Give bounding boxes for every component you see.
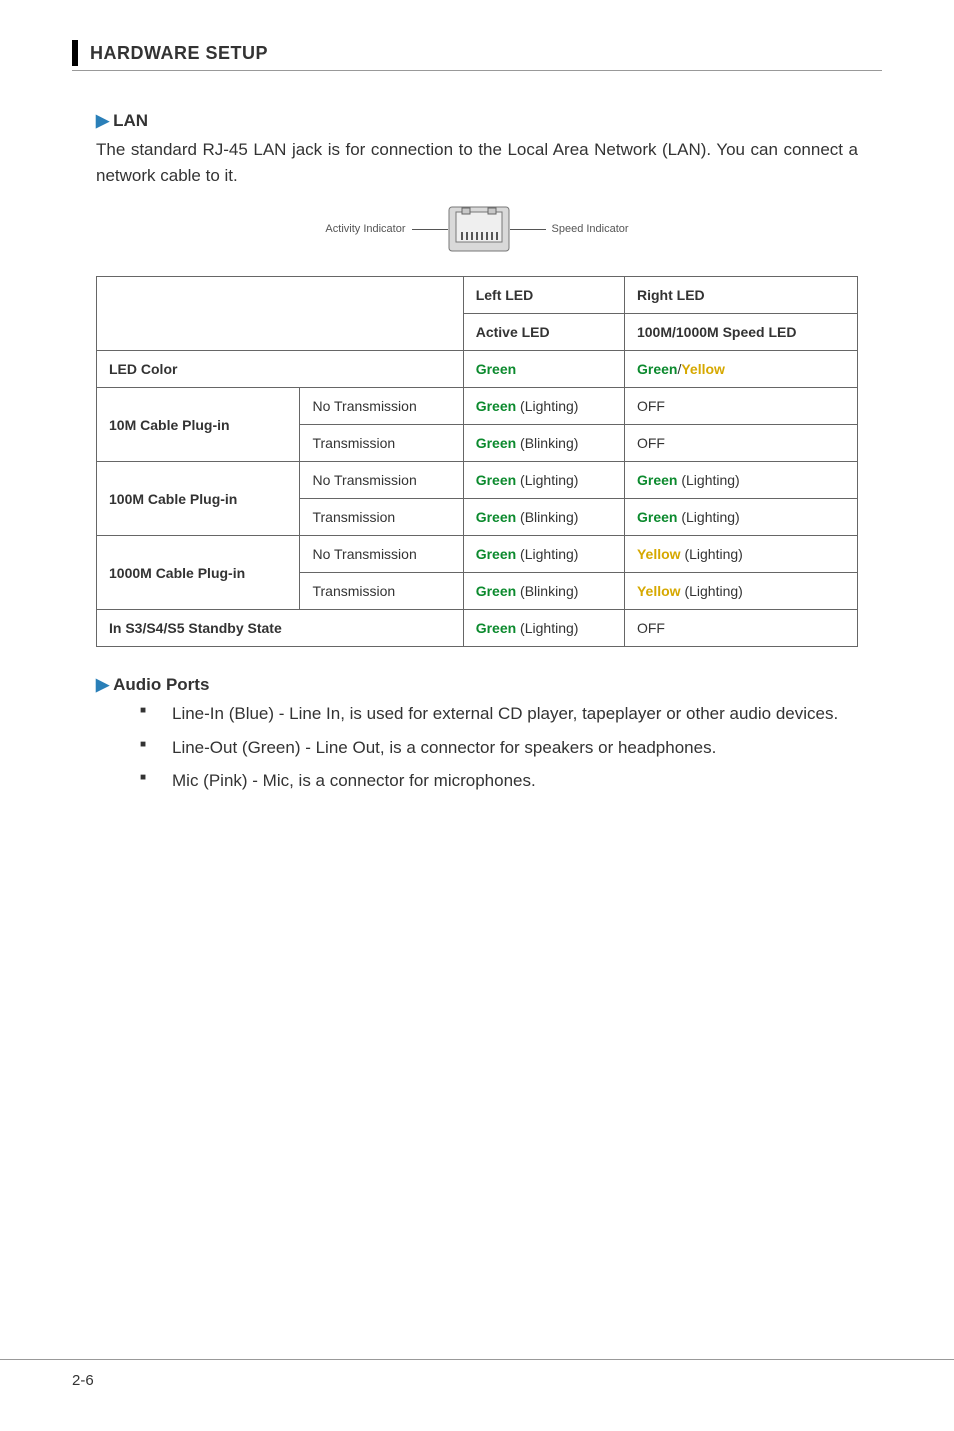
cell-right: Yellow (Lighting) [624, 536, 857, 573]
cell-state: Transmission [300, 499, 463, 536]
rj45-jack-icon [448, 206, 510, 252]
leader-line-right [510, 229, 546, 230]
row-group-1000m: 1000M Cable Plug-in [97, 536, 300, 610]
lan-heading: ▶LAN [96, 111, 858, 131]
cell-led-color-left: Green [463, 351, 624, 388]
cell-state: No Transmission [300, 536, 463, 573]
list-item: Line-Out (Green) - Line Out, is a connec… [140, 735, 858, 761]
audio-heading-text: Audio Ports [113, 675, 209, 694]
th-speed-led: 100M/1000M Speed LED [624, 314, 857, 351]
cell-state: No Transmission [300, 388, 463, 425]
rj45-diagram: Activity Indicator Speed [96, 206, 858, 252]
th-right-led: Right LED [624, 277, 857, 314]
header-bar: HARDWARE SETUP [72, 40, 882, 71]
page-title: HARDWARE SETUP [90, 43, 268, 64]
th-led-color: LED Color [97, 351, 464, 388]
speed-indicator-label: Speed Indicator [552, 223, 629, 235]
page-number: 2-6 [72, 1372, 94, 1389]
cell-state: Transmission [300, 573, 463, 610]
activity-indicator-label: Activity Indicator [325, 223, 405, 235]
cell-right: OFF [624, 388, 857, 425]
cell-right: Green (Lighting) [624, 462, 857, 499]
list-item: Line-In (Blue) - Line In, is used for ex… [140, 701, 858, 727]
cell-left: Green (Blinking) [463, 499, 624, 536]
row-group-10m: 10M Cable Plug-in [97, 388, 300, 462]
leader-line-left [412, 229, 448, 230]
cell-led-color-right: Green/Yellow [624, 351, 857, 388]
cell-right: OFF [624, 425, 857, 462]
triangle-icon: ▶ [96, 675, 109, 694]
triangle-icon: ▶ [96, 111, 109, 130]
row-standby: In S3/S4/S5 Standby State [97, 610, 464, 647]
led-table: Left LED Right LED Active LED 100M/1000M… [96, 276, 858, 647]
cell-left: Green (Blinking) [463, 425, 624, 462]
th-left-led: Left LED [463, 277, 624, 314]
audio-heading: ▶Audio Ports [96, 675, 858, 695]
cell-right: Yellow (Lighting) [624, 573, 857, 610]
cell-left: Green (Lighting) [463, 388, 624, 425]
lan-heading-text: LAN [113, 111, 148, 130]
header-accent [72, 40, 78, 66]
cell-left: Green (Lighting) [463, 536, 624, 573]
cell-left: Green (Blinking) [463, 573, 624, 610]
audio-list: Line-In (Blue) - Line In, is used for ex… [96, 701, 858, 794]
cell-right: Green (Lighting) [624, 499, 857, 536]
list-item: Mic (Pink) - Mic, is a connector for mic… [140, 768, 858, 794]
row-group-100m: 100M Cable Plug-in [97, 462, 300, 536]
cell-left: Green (Lighting) [463, 462, 624, 499]
th-active-led: Active LED [463, 314, 624, 351]
cell-state: Transmission [300, 425, 463, 462]
cell-state: No Transmission [300, 462, 463, 499]
footer: 2-6 [0, 1359, 954, 1389]
lan-description: The standard RJ-45 LAN jack is for conne… [96, 137, 858, 188]
cell-right: OFF [624, 610, 857, 647]
cell-left: Green (Lighting) [463, 610, 624, 647]
